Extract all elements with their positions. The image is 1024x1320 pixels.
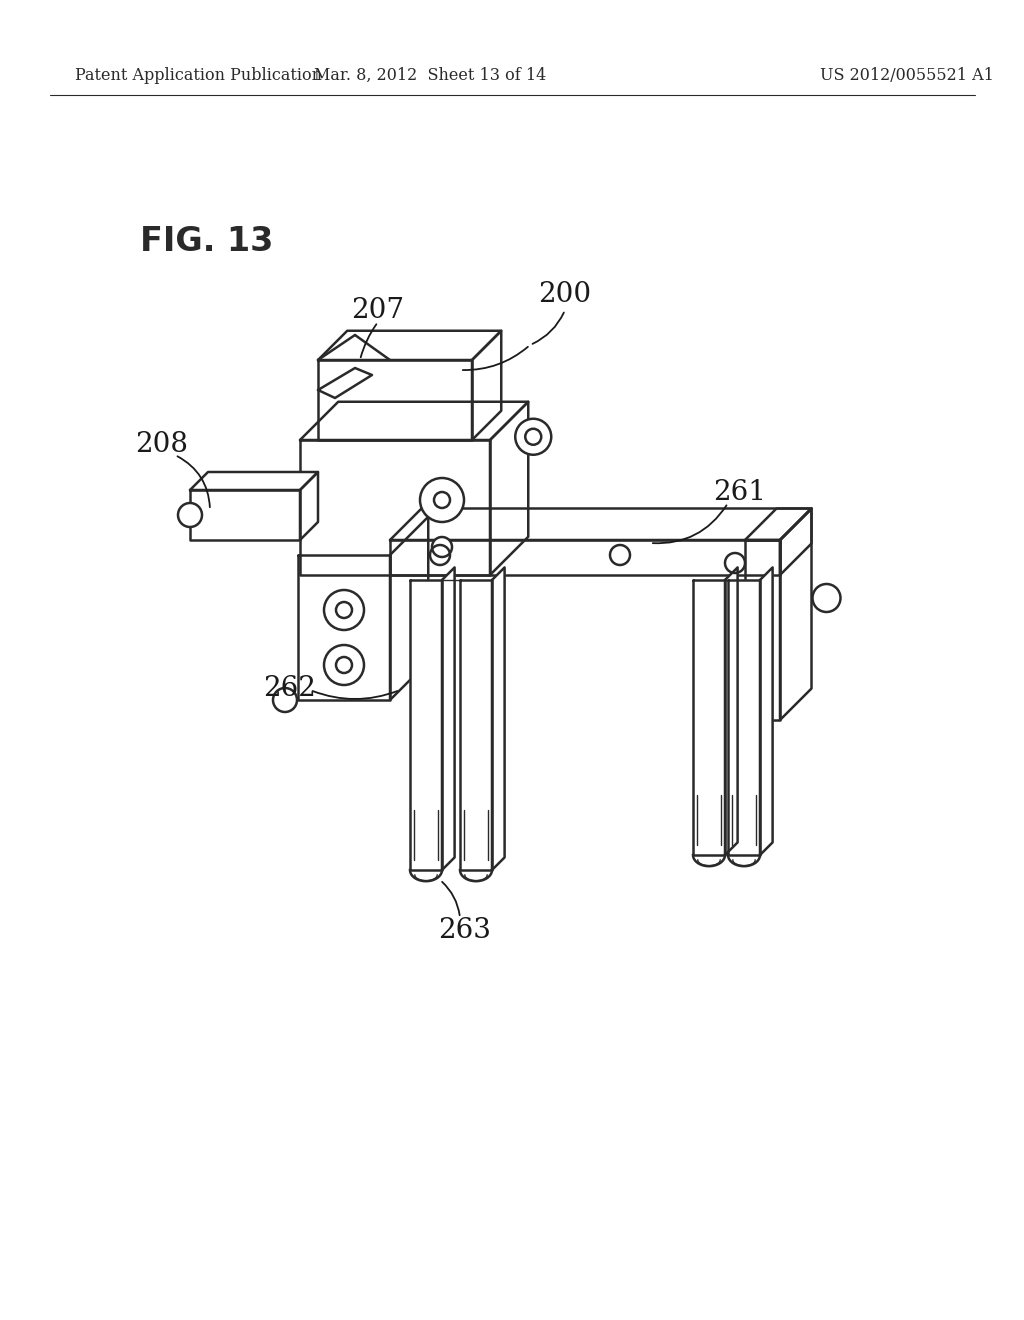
Polygon shape — [318, 368, 372, 399]
Text: 208: 208 — [135, 432, 188, 458]
Polygon shape — [442, 568, 455, 870]
Polygon shape — [780, 508, 811, 576]
Polygon shape — [760, 568, 772, 855]
Polygon shape — [490, 401, 528, 576]
Circle shape — [420, 478, 464, 521]
Circle shape — [515, 418, 551, 455]
Polygon shape — [318, 360, 472, 440]
Text: 263: 263 — [438, 916, 492, 944]
Polygon shape — [693, 579, 725, 855]
Polygon shape — [780, 508, 811, 719]
Circle shape — [432, 537, 452, 557]
Polygon shape — [410, 579, 442, 870]
Circle shape — [725, 553, 745, 573]
Text: 200: 200 — [539, 281, 592, 309]
Polygon shape — [745, 508, 811, 540]
Polygon shape — [300, 401, 528, 440]
Text: 261: 261 — [714, 479, 767, 507]
Circle shape — [324, 645, 364, 685]
Polygon shape — [190, 490, 300, 540]
Circle shape — [324, 590, 364, 630]
Circle shape — [434, 492, 450, 508]
Polygon shape — [745, 540, 780, 719]
Circle shape — [273, 688, 297, 711]
Polygon shape — [472, 331, 502, 440]
Text: FIG. 13: FIG. 13 — [140, 224, 273, 257]
Polygon shape — [300, 440, 490, 576]
Circle shape — [610, 545, 630, 565]
Text: 207: 207 — [351, 297, 404, 323]
Circle shape — [336, 657, 352, 673]
Circle shape — [525, 429, 542, 445]
Polygon shape — [460, 579, 492, 870]
Polygon shape — [190, 473, 318, 490]
Polygon shape — [390, 508, 811, 540]
Polygon shape — [300, 473, 318, 540]
Circle shape — [430, 545, 450, 565]
Polygon shape — [298, 554, 390, 700]
Polygon shape — [728, 579, 760, 855]
Circle shape — [812, 583, 841, 612]
Text: Patent Application Publication: Patent Application Publication — [75, 66, 322, 83]
Text: US 2012/0055521 A1: US 2012/0055521 A1 — [820, 66, 994, 83]
Polygon shape — [390, 540, 780, 576]
Text: Mar. 8, 2012  Sheet 13 of 14: Mar. 8, 2012 Sheet 13 of 14 — [314, 66, 546, 83]
Polygon shape — [318, 331, 502, 360]
Circle shape — [336, 602, 352, 618]
Text: 262: 262 — [263, 675, 316, 701]
Polygon shape — [492, 568, 505, 870]
Circle shape — [178, 503, 202, 527]
Polygon shape — [390, 516, 428, 700]
Polygon shape — [725, 568, 737, 855]
